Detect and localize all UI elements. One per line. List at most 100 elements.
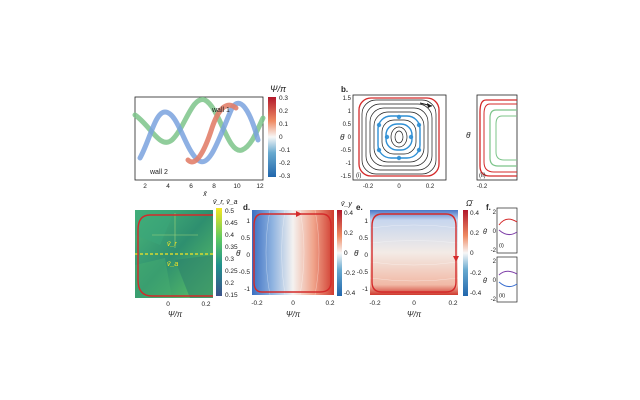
- ytick-e-1: 0.5: [359, 235, 368, 242]
- panel-b-ii: θ̇ (ii) -0.2: [466, 94, 518, 190]
- xtick-a-2: 6: [189, 183, 193, 190]
- ylabel-f-bottom: θ̇: [483, 278, 488, 285]
- ytick-e-2: 0: [364, 252, 368, 259]
- xtick-c-1: 0.2: [201, 301, 210, 308]
- ytick-b-5: -1: [346, 161, 352, 167]
- ylabel-b-ii: θ̇: [466, 131, 471, 140]
- cb-a-tick-3: 0: [279, 134, 283, 141]
- cb-d-tick-2: 0: [344, 250, 348, 257]
- yticks-e: 1 0.5 0 -0.5 -1: [357, 218, 369, 293]
- colorbar-a-ticks: 0.3 0.2 0.1 0 -0.1 -0.2 -0.3: [279, 95, 291, 180]
- red-orbit-c: [137, 214, 213, 297]
- curve-red-a: [185, 102, 239, 165]
- colorbar-e: [463, 210, 468, 296]
- panel-f: f. θ̇ θ̇ 2 0 -2 2 0 -2 (i) (ii): [483, 203, 518, 303]
- ytick-b-6: -1.5: [341, 174, 352, 180]
- subtag-b-i: (i): [356, 173, 361, 179]
- colorbar-e-label: Ω̄: [466, 199, 474, 208]
- ytick-e-0: 1: [364, 218, 368, 225]
- panel-d-label: d.: [243, 203, 250, 212]
- ytick-f-2: -2: [491, 248, 497, 254]
- cb-e-tick-0: 0.4: [470, 210, 479, 217]
- panel-e-label: e.: [356, 203, 363, 212]
- ytick-d-4: -1: [244, 286, 250, 293]
- ytick-f-5: -2: [491, 297, 497, 303]
- xlabel-a: x̄: [202, 191, 207, 198]
- cb-a-tick-2: 0.1: [279, 121, 288, 128]
- curve-green-a: [132, 97, 266, 153]
- subtag-f-ii: (ii): [499, 293, 505, 299]
- xtick-a-4: 10: [233, 183, 241, 190]
- panel-d: d. θ̇ 1 0.5 0 -0.5 -1 -0.2 0 0.2 Ψ/π v̄_…: [236, 201, 356, 319]
- xlabel-c: Ψ/π: [168, 310, 183, 319]
- ytick-b-3: 0: [348, 135, 352, 141]
- xtick-a-5: 12: [256, 183, 264, 190]
- xticks-d: -0.2 0 0.2: [251, 300, 334, 307]
- colorbar-c-ticks: 0.5 0.45 0.4 0.35 0.3 0.25 0.2 0.15: [225, 208, 238, 299]
- cb-a-tick-4: -0.1: [279, 147, 291, 154]
- orbit-markers-b: [376, 114, 422, 161]
- colorbar-a-label: Ψ/π: [270, 84, 287, 94]
- annotation-wall-1: wall 1: [211, 107, 230, 114]
- cb-c-tick-5: 0.25: [225, 268, 238, 275]
- ytick-f-0: 2: [493, 210, 497, 216]
- cb-e-tick-2: 0: [470, 250, 474, 257]
- xticks-e: -0.2 0 0.2: [369, 300, 457, 307]
- ytick-f-4: 0: [493, 278, 497, 284]
- xtick-a-1: 4: [166, 183, 170, 190]
- xlabel-e: Ψ/π: [407, 310, 422, 319]
- annotation-va: v̄_a: [167, 261, 178, 268]
- yticks-b: 1.5 1 0.5 0 -0.5 -1 -1.5: [341, 96, 352, 180]
- cb-c-tick-0: 0.5: [225, 208, 234, 215]
- xtick-b-0: -0.2: [363, 184, 374, 190]
- ytick-d-3: -0.5: [239, 269, 251, 276]
- annotation-wall-2: wall 2: [149, 169, 168, 176]
- cb-c-tick-6: 0.2: [225, 280, 234, 287]
- ylabel-f-top: θ̇: [483, 229, 488, 236]
- cb-e-tick-1: 0.2: [470, 230, 479, 237]
- colorbar-e-ticks: 0.4 0.2 0 -0.2 -0.4: [470, 210, 482, 297]
- subtag-f-i: (i): [499, 243, 504, 249]
- colorbar-d-ticks: 0.4 0.2 0 -0.2 -0.4: [344, 210, 356, 297]
- ylabel-e: θ̇: [354, 249, 359, 258]
- xtick-d-0: -0.2: [251, 300, 263, 307]
- cb-c-tick-2: 0.4: [225, 232, 234, 239]
- cb-d-tick-1: 0.2: [344, 230, 353, 237]
- colorbar-c: [216, 208, 222, 296]
- cb-a-tick-5: -0.2: [279, 160, 291, 167]
- ytick-f-1: 0: [493, 229, 497, 235]
- ytick-e-3: -0.5: [357, 269, 369, 276]
- xlabel-d: Ψ/π: [286, 310, 301, 319]
- panel-a: wall 1 wall 2 2 4 6 8 10 12 x̄ Ψ/π 0.3 0…: [132, 84, 291, 198]
- xtick-a-3: 8: [212, 183, 216, 190]
- xtick-a-0: 2: [143, 183, 147, 190]
- panel-e: e. θ̇ 1 0.5 0 -0.5 -1 -0.2 0 0.2 Ψ/π Ω̄ …: [354, 199, 482, 319]
- ytick-d-1: 0.5: [241, 235, 250, 242]
- panel-f-label: f.: [486, 203, 491, 212]
- cb-a-tick-6: -0.3: [279, 173, 291, 180]
- xtick-b-ii-0: -0.2: [477, 184, 488, 190]
- xtick-d-2: 0.2: [325, 300, 334, 307]
- orbits-b: [358, 97, 440, 177]
- panel-c: v̄_r v̄_a v̄_r, v̄_a 0.5 0.45 0.4 0.35 0…: [135, 199, 238, 319]
- subtag-b-ii: (ii): [479, 173, 486, 179]
- ylabel-d: θ̇: [236, 249, 241, 258]
- cb-d-tick-0: 0.4: [344, 210, 353, 217]
- ytick-d-0: 1: [246, 218, 250, 225]
- ytick-d-2: 0: [246, 252, 250, 259]
- xtick-e-2: 0.2: [448, 300, 457, 307]
- colorbar-d-label: v̄_y: [341, 201, 352, 208]
- red-orbit-e: [371, 213, 457, 293]
- yticks-f: 2 0 -2 2 0 -2: [491, 210, 497, 303]
- ytick-b-0: 1.5: [343, 96, 352, 102]
- yticks-d: 1 0.5 0 -0.5 -1: [239, 218, 251, 293]
- xtick-b-2: 0.2: [426, 184, 435, 190]
- xtick-b-1: 0: [397, 184, 401, 190]
- cb-c-tick-3: 0.35: [225, 244, 238, 251]
- xtick-e-1: 0: [412, 300, 416, 307]
- colorbar-d: [337, 210, 342, 296]
- cb-c-tick-4: 0.3: [225, 256, 234, 263]
- colorbar-a: [268, 97, 276, 177]
- ytick-e-4: -1: [362, 286, 368, 293]
